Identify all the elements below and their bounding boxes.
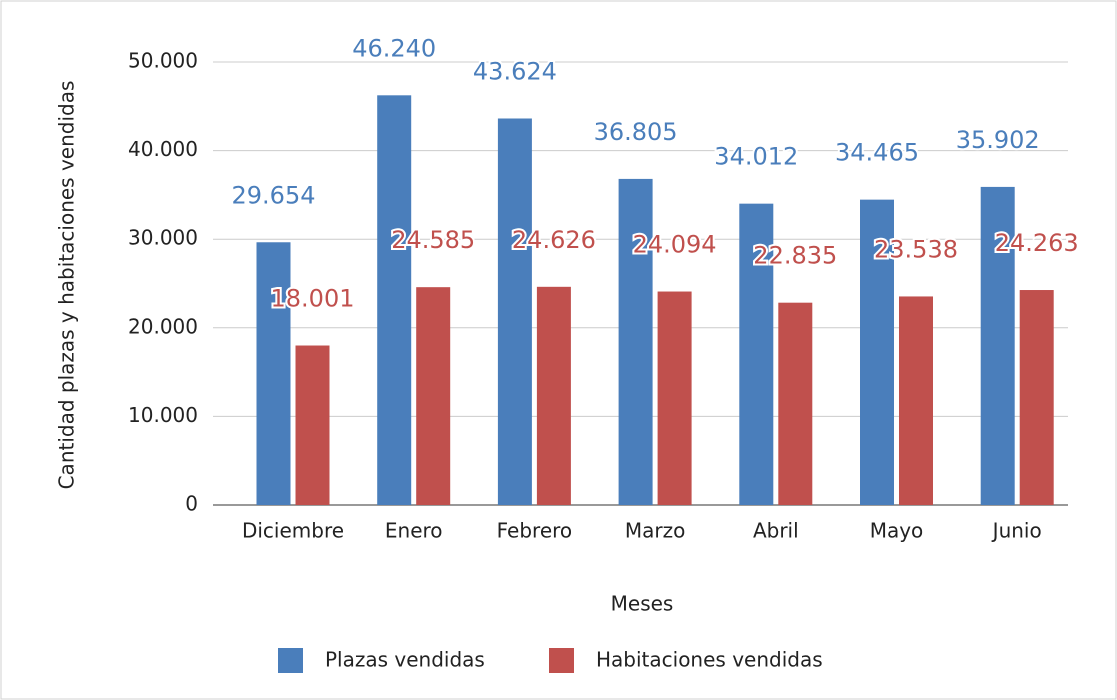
y-tick-label: 40.000 xyxy=(128,137,198,161)
value-label: 24.626 xyxy=(512,226,596,254)
legend-swatch xyxy=(278,648,303,673)
value-label: 23.538 xyxy=(874,235,958,263)
bar xyxy=(739,203,774,505)
bar xyxy=(860,199,894,505)
x-tick-label: Mayo xyxy=(870,519,924,543)
x-tick-label: Enero xyxy=(385,519,443,543)
value-label: 29.654 xyxy=(232,181,316,209)
x-tick-label: Abril xyxy=(753,519,799,543)
value-label: 18.001 xyxy=(271,285,355,313)
x-tick-label: Diciembre xyxy=(242,519,344,543)
value-label: 43.624 xyxy=(473,57,557,85)
value-label: 35.902 xyxy=(956,126,1040,154)
bar xyxy=(536,286,571,505)
x-tick-label: Marzo xyxy=(625,519,685,543)
bar xyxy=(295,345,330,505)
y-tick-label: 30.000 xyxy=(128,226,198,250)
legend-label: Habitaciones vendidas xyxy=(596,648,823,672)
bar xyxy=(899,296,933,505)
value-label: 22.835 xyxy=(753,242,837,270)
y-tick-label: 10.000 xyxy=(128,403,198,427)
y-tick-label: 20.000 xyxy=(128,314,198,338)
value-label: 34.012 xyxy=(714,143,798,171)
bar xyxy=(497,118,532,505)
bar xyxy=(980,186,1015,506)
value-label: 24.094 xyxy=(633,231,717,259)
y-tick-label: 0 xyxy=(185,492,198,516)
legend-swatch xyxy=(549,648,574,673)
legend-label: Plazas vendidas xyxy=(325,648,485,672)
y-axis-title: Cantidad plazas y habitaciones vendidas xyxy=(55,81,79,490)
value-label: 24.263 xyxy=(995,229,1079,257)
bar xyxy=(1019,290,1054,505)
bar xyxy=(618,178,653,505)
bar xyxy=(377,95,412,505)
x-tick-label: Febrero xyxy=(497,519,573,543)
value-label: 36.805 xyxy=(594,118,678,146)
bar xyxy=(256,242,291,505)
x-axis-title: Meses xyxy=(611,592,674,616)
value-label: 34.465 xyxy=(835,139,919,167)
bar xyxy=(416,287,451,505)
value-label: 46.240 xyxy=(352,34,436,62)
y-tick-label: 50.000 xyxy=(128,49,198,73)
bar xyxy=(778,302,813,505)
value-label: 24.585 xyxy=(391,226,475,254)
x-tick-label: Junio xyxy=(991,519,1042,543)
bar xyxy=(657,291,692,505)
